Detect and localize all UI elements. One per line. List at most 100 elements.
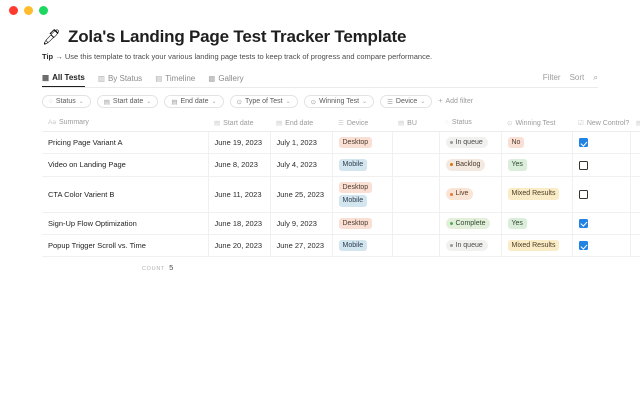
- filter-chip-end-date[interactable]: ▤ End date ⌄: [164, 95, 224, 109]
- cell-end-date[interactable]: July 1, 2023: [270, 131, 333, 155]
- cell-start-date[interactable]: June 8, 2023: [208, 153, 271, 177]
- cell-start-date[interactable]: June 18, 2023: [208, 212, 271, 235]
- cell-end-date[interactable]: June 25, 2023: [270, 176, 333, 213]
- new-control-checkbox[interactable]: [578, 218, 588, 228]
- cell-end-date[interactable]: July 9, 2023: [270, 212, 333, 235]
- table-row[interactable]: CTA Color Varient B June 11, 2023 June 25,…: [42, 176, 640, 213]
- table-row[interactable]: Video on Landing Page June 8, 2023 July 4,…: [42, 153, 640, 177]
- sort-button[interactable]: Sort: [569, 72, 585, 82]
- calendar-icon: ▤: [214, 119, 221, 127]
- cell-bu[interactable]: [392, 234, 440, 258]
- close-window-button[interactable]: [9, 5, 18, 15]
- cell-device[interactable]: Mobile: [332, 234, 393, 258]
- cell-summary[interactable]: CTA Color Varient B: [42, 176, 209, 213]
- column-header-bu[interactable]: ▤ BU: [392, 115, 439, 132]
- cell-description[interactable]: [630, 234, 640, 258]
- add-filter-button[interactable]: + Add filter: [438, 98, 473, 105]
- new-control-checkbox[interactable]: [578, 160, 588, 170]
- cell-bu[interactable]: [392, 153, 440, 177]
- new-control-checkbox[interactable]: [578, 189, 588, 199]
- text-icon: Aa: [48, 119, 56, 127]
- cell-device[interactable]: Desktop: [332, 131, 393, 155]
- column-header-end-date[interactable]: ▤ End date: [270, 115, 332, 132]
- search-icon[interactable]: ⌕: [593, 71, 598, 82]
- tab-timeline[interactable]: ▤ Timeline: [155, 74, 195, 87]
- cell-end-date[interactable]: July 4, 2023: [270, 153, 333, 177]
- tab-by-status[interactable]: ▥ By Status: [98, 74, 142, 87]
- table-footer-count[interactable]: COUNT 5: [142, 263, 640, 272]
- cell-start-date[interactable]: June 20, 2023: [208, 234, 271, 258]
- column-header-status[interactable]: ◌ Status: [439, 115, 501, 132]
- cell-winning-test[interactable]: Mixed Results: [501, 176, 573, 213]
- filter-button[interactable]: Filter: [542, 72, 561, 82]
- view-tab-bar: ▦ All Tests ▥ By Status ▤ Timeline ▩ Gal…: [42, 71, 598, 88]
- cell-description[interactable]: [630, 176, 640, 213]
- cell-status[interactable]: Live: [439, 176, 502, 213]
- gallery-icon: ▩: [208, 73, 216, 83]
- calendar-icon: ▤: [171, 98, 178, 106]
- cell-winning-test[interactable]: No: [501, 131, 573, 155]
- cell-bu[interactable]: [392, 212, 440, 235]
- cell-status[interactable]: Backlog: [439, 153, 502, 177]
- device-pill-stack: Desktop: [338, 217, 386, 229]
- column-header-description[interactable]: ▤Description: [630, 115, 640, 132]
- cell-start-date[interactable]: June 19, 2023: [208, 131, 271, 155]
- cell-device[interactable]: Desktop: [332, 212, 393, 235]
- cell-new-control[interactable]: [572, 153, 631, 177]
- chevron-down-icon: ⌄: [146, 99, 152, 106]
- cell-status[interactable]: Complete: [439, 212, 502, 235]
- cell-device[interactable]: Mobile: [332, 153, 393, 177]
- filter-chip-winning-test[interactable]: ⊙ Winning Test ⌄: [303, 95, 375, 109]
- cell-bu[interactable]: [392, 131, 440, 155]
- cell-new-control[interactable]: [572, 234, 631, 258]
- cell-winning-test[interactable]: Yes: [501, 153, 573, 177]
- table-row[interactable]: Popup Trigger Scroll vs. Time June 20, 20…: [42, 234, 640, 258]
- cell-winning-test[interactable]: Mixed Results: [501, 234, 573, 258]
- column-header-label: Winning Test: [515, 119, 556, 127]
- filter-chip-type-of-test[interactable]: ⊙ Type of Test ⌄: [229, 95, 298, 109]
- table-row[interactable]: Sign-Up Flow Optimization June 18, 2023 Ju…: [42, 212, 640, 235]
- cell-description[interactable]: [630, 131, 640, 155]
- column-header-new-control[interactable]: ☑ New Control?: [572, 115, 630, 132]
- status-dot-icon: [449, 244, 453, 248]
- page-title: Zola's Landing Page Test Tracker Templat…: [68, 27, 407, 46]
- cell-summary[interactable]: Video on Landing Page: [42, 153, 209, 177]
- minimize-window-button[interactable]: [24, 5, 33, 15]
- chevron-down-icon: ⌄: [420, 99, 426, 106]
- plus-icon: +: [438, 98, 443, 106]
- column-header-summary[interactable]: Aa Summary: [42, 115, 208, 132]
- maximize-window-button[interactable]: [39, 5, 48, 15]
- tip-label: Tip: [42, 52, 54, 61]
- cell-summary[interactable]: Pricing Page Variant A: [42, 131, 209, 155]
- view-tools: Filter Sort ⌕: [543, 72, 598, 87]
- cell-summary[interactable]: Popup Trigger Scroll vs. Time: [42, 234, 209, 258]
- cell-description[interactable]: [630, 153, 640, 177]
- cell-status[interactable]: In queue: [439, 234, 502, 258]
- cell-status[interactable]: In queue: [439, 131, 502, 155]
- tests-table-container: Aa Summary ▤ Start date ▤ End date ☰ Device …: [42, 115, 640, 258]
- cell-device[interactable]: Desktop Mobile: [332, 176, 393, 213]
- new-control-checkbox[interactable]: [578, 241, 588, 251]
- filter-chip-status[interactable]: ◌ Status ⌄: [42, 95, 91, 109]
- cell-end-date[interactable]: June 27, 2023: [270, 234, 333, 258]
- text-icon: ▤: [398, 119, 405, 127]
- cell-winning-test[interactable]: Yes: [501, 212, 573, 235]
- cell-new-control[interactable]: [572, 131, 631, 155]
- page-content: 🖊 Zola's Landing Page Test Tracker Templ…: [0, 20, 640, 400]
- new-control-checkbox[interactable]: [578, 138, 588, 148]
- cell-start-date[interactable]: June 11, 2023: [208, 176, 271, 213]
- cell-new-control[interactable]: [572, 176, 631, 213]
- cell-summary[interactable]: Sign-Up Flow Optimization: [42, 212, 209, 235]
- tab-gallery[interactable]: ▩ Gallery: [208, 74, 243, 87]
- column-header-device[interactable]: ☰ Device: [332, 115, 392, 132]
- device-pill: Mobile: [338, 239, 368, 252]
- filter-chip-device[interactable]: ☰ Device ⌄: [380, 95, 433, 109]
- column-header-winning-test[interactable]: ⊙ Winning Test: [501, 115, 572, 132]
- tab-all-tests[interactable]: ▦ All Tests: [42, 73, 85, 87]
- table-row[interactable]: Pricing Page Variant A June 19, 2023 July …: [42, 131, 640, 155]
- column-header-start-date[interactable]: ▤ Start date: [208, 115, 270, 132]
- cell-new-control[interactable]: [572, 212, 631, 235]
- cell-bu[interactable]: [392, 176, 440, 213]
- cell-description[interactable]: [630, 212, 640, 235]
- filter-chip-start-date[interactable]: ▤ Start date ⌄: [96, 95, 159, 109]
